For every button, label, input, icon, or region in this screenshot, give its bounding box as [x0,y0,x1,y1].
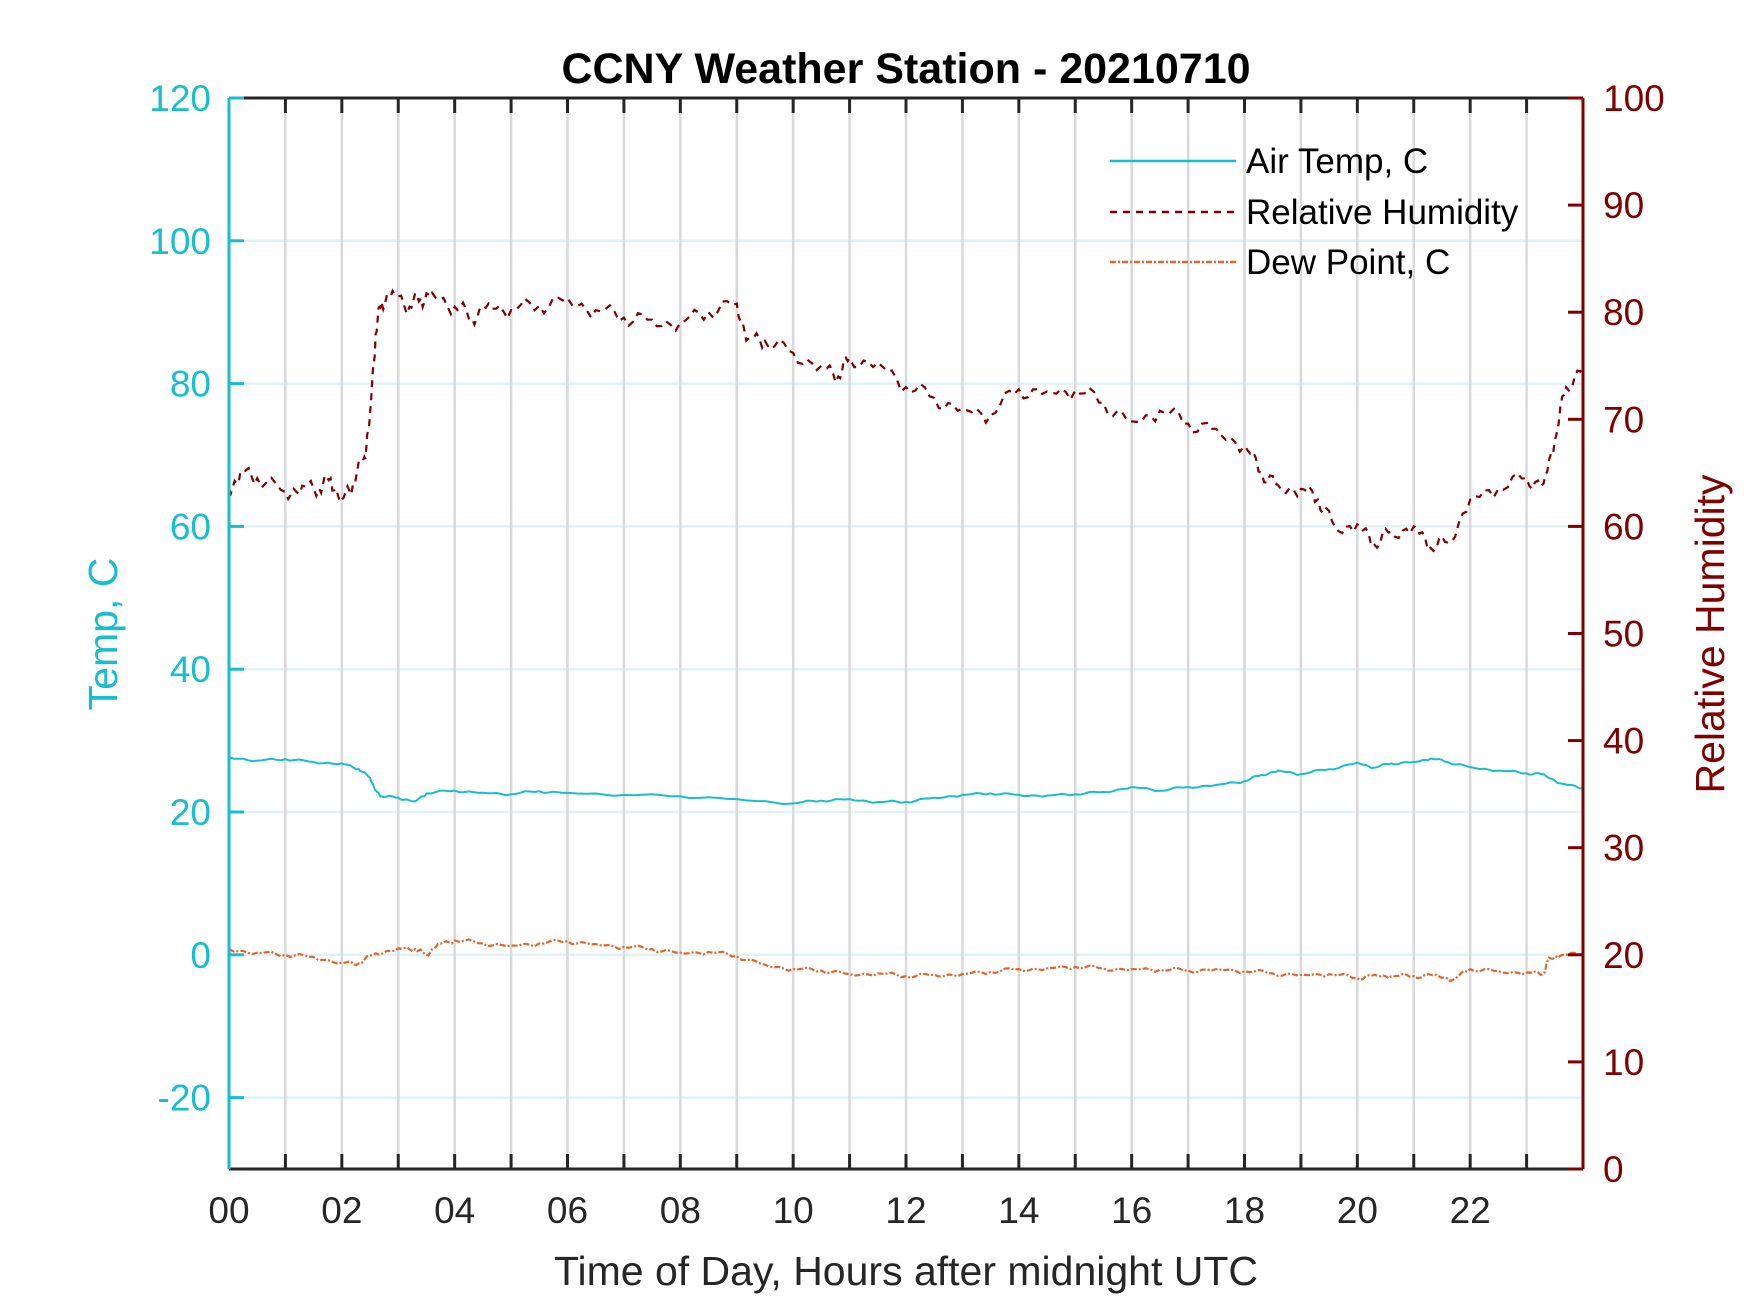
x-tick-label: 14 [998,1190,1039,1231]
x-tick-label: 08 [660,1190,701,1231]
legend-label: Relative Humidity [1246,193,1519,232]
series-line-air-temp-c [228,756,1584,806]
y-left-tick-label: 100 [149,221,211,262]
legend-label: Air Temp, C [1246,142,1428,181]
legend-label: Dew Point, C [1246,243,1450,282]
x-tick-label: 16 [1111,1190,1152,1231]
axes [227,96,1585,1171]
y-left-tick-label: 120 [149,78,211,119]
y-right-tick-label: 100 [1603,78,1665,119]
y-right-tick-label: 20 [1603,935,1644,976]
y-right-tick-label: 0 [1603,1149,1624,1190]
y-left-tick-label: 20 [170,792,211,833]
x-axis-label: Time of Day, Hours after midnight UTC [554,1248,1258,1294]
x-tick-label: 00 [208,1190,249,1231]
series-lines [227,288,1584,983]
x-tick-label: 22 [1450,1190,1491,1231]
series-line-relative-humidity [227,288,1584,553]
legend: Air Temp, C Relative Humidity Dew Point, C [1110,142,1519,282]
x-tick-label: 06 [547,1190,588,1231]
y-right-tick-label: 10 [1603,1042,1644,1083]
grid [229,96,1583,1169]
y-right-tick-label: 60 [1603,506,1644,547]
y-right-tick-label: 40 [1603,721,1644,762]
x-tick-label: 20 [1337,1190,1378,1231]
x-tick-label: 02 [321,1190,362,1231]
x-tick-label: 10 [773,1190,814,1231]
y-right-tick-label: 30 [1603,828,1644,869]
series-line-dew-point-c [228,938,1584,983]
y-axis-left-label: Temp, C [80,558,126,711]
tick-labels: 00 02 04 06 08 10 12 14 16 18 20 22-200204060801001… [149,78,1664,1231]
y-right-tick-label: 50 [1603,614,1644,655]
y-left-tick-label: 60 [170,506,211,547]
y-right-tick-label: 70 [1603,399,1644,440]
x-tick-label: 04 [434,1190,475,1231]
y-left-tick-label: -20 [158,1078,211,1119]
y-left-tick-label: 40 [170,649,211,690]
x-tick-label: 18 [1224,1190,1265,1231]
y-right-tick-label: 80 [1603,292,1644,333]
y-left-tick-label: 0 [190,935,211,976]
y-right-tick-label: 90 [1603,185,1644,226]
y-axis-right-label: Relative Humidity [1687,474,1733,793]
chart-title: CCNY Weather Station - 20210710 [561,45,1250,93]
y-left-tick-label: 80 [170,364,211,405]
x-tick-label: 12 [885,1190,926,1231]
